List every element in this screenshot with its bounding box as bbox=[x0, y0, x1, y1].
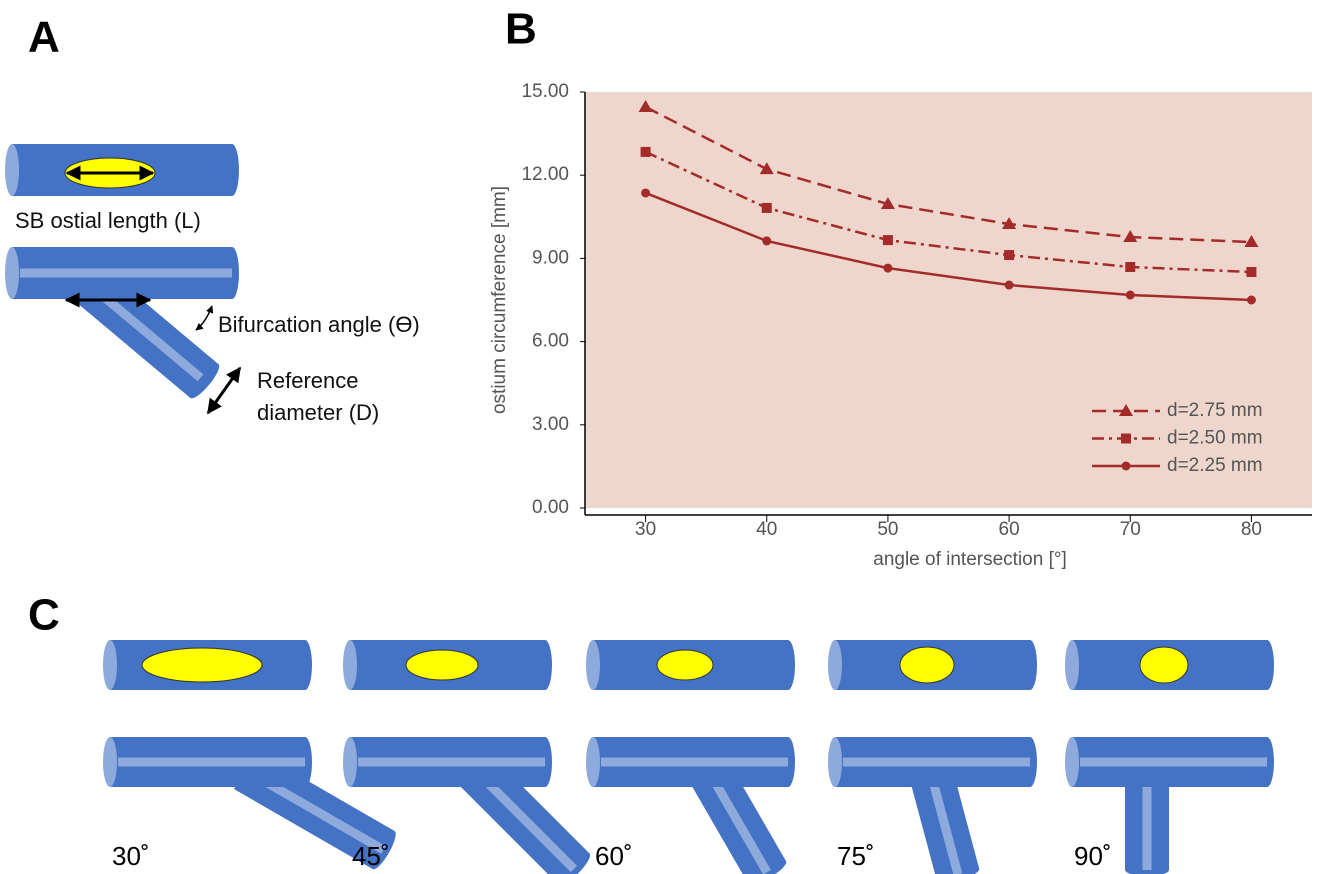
y-tick-label: 6.00 bbox=[532, 331, 569, 352]
arrow bbox=[195, 305, 214, 331]
legend-label: d=2.75 mm bbox=[1167, 400, 1263, 421]
data-point bbox=[1246, 295, 1256, 305]
legend-marker bbox=[1121, 461, 1131, 471]
data-point bbox=[762, 236, 772, 246]
vessel-highlight bbox=[925, 768, 963, 874]
vessel-drawings: 30˚ 45˚ 60˚ 75˚ 90˚ bbox=[5, 144, 1274, 874]
legend-marker bbox=[1121, 433, 1131, 444]
vessel-end bbox=[538, 640, 552, 690]
angle-label: 60˚ bbox=[595, 841, 633, 871]
y-tick-label: 12.00 bbox=[521, 164, 569, 185]
vessel-opening bbox=[586, 737, 600, 787]
data-point bbox=[1123, 230, 1138, 243]
vessel-opening bbox=[828, 737, 842, 787]
angle-label: 30˚ bbox=[112, 841, 150, 871]
data-point bbox=[1125, 290, 1135, 300]
y-tick-label: 0.00 bbox=[532, 497, 569, 518]
data-point bbox=[1002, 217, 1017, 230]
y-tick-label: 15.00 bbox=[521, 81, 569, 102]
panel-label: C bbox=[28, 591, 60, 640]
plot-background bbox=[585, 92, 1312, 508]
legend-label: d=2.50 mm bbox=[1167, 428, 1263, 449]
annotation: Bifurcation angle (ϴ) bbox=[218, 312, 420, 337]
data-point bbox=[638, 99, 653, 112]
angle-label: 45˚ bbox=[352, 841, 390, 871]
vessel-opening bbox=[5, 247, 19, 299]
vessel-opening bbox=[828, 640, 842, 690]
data-point bbox=[1246, 266, 1257, 277]
vessel-opening bbox=[343, 737, 357, 787]
vessel-opening bbox=[586, 640, 600, 690]
vessel-opening bbox=[343, 640, 357, 690]
vessel-end bbox=[225, 144, 239, 196]
data-point bbox=[759, 162, 774, 175]
panel-label: A bbox=[28, 13, 60, 62]
data-point bbox=[640, 146, 651, 157]
x-tick-label: 70 bbox=[1120, 519, 1141, 540]
vessel-opening bbox=[1065, 640, 1079, 690]
data-point bbox=[880, 197, 895, 210]
panel-label: B bbox=[505, 5, 537, 54]
x-tick-label: 80 bbox=[1241, 519, 1262, 540]
vessel-opening bbox=[5, 144, 19, 196]
x-tick-label: 40 bbox=[756, 519, 777, 540]
annotation: SB ostial length (L) bbox=[15, 208, 201, 233]
side-branch bbox=[908, 764, 980, 874]
annotation: diameter (D) bbox=[257, 400, 379, 425]
vessel-end bbox=[298, 640, 312, 690]
arrow bbox=[206, 366, 242, 415]
vessel-highlight bbox=[704, 767, 771, 874]
angle-label: 90˚ bbox=[1074, 841, 1112, 871]
y-tick-label: 3.00 bbox=[532, 414, 569, 435]
data-point bbox=[1125, 261, 1136, 272]
ostium bbox=[405, 649, 479, 681]
vessel-opening bbox=[103, 640, 117, 690]
data-point bbox=[1244, 235, 1259, 248]
series-line bbox=[645, 105, 1252, 244]
series-line bbox=[645, 150, 1252, 274]
data-point bbox=[641, 188, 651, 198]
vessel-end bbox=[1023, 640, 1037, 690]
y-tick-label: 9.00 bbox=[532, 247, 569, 268]
vessel-opening bbox=[1065, 737, 1079, 787]
vessel-end bbox=[781, 640, 795, 690]
data-point bbox=[1004, 250, 1015, 261]
legend-label: d=2.25 mm bbox=[1167, 455, 1263, 476]
ostium bbox=[1139, 646, 1189, 684]
series-line bbox=[645, 191, 1252, 302]
x-tick-label: 30 bbox=[635, 519, 656, 540]
y-axis-label: ostium circumference [mm] bbox=[489, 186, 510, 414]
annotation: Reference bbox=[257, 368, 359, 393]
ostium bbox=[899, 646, 955, 684]
data-point bbox=[882, 235, 893, 246]
data-point bbox=[761, 202, 772, 213]
x-tick-label: 60 bbox=[999, 519, 1020, 540]
angle-label: 75˚ bbox=[837, 841, 875, 871]
side-branch bbox=[688, 759, 787, 874]
legend-marker bbox=[1119, 404, 1133, 416]
vessel-opening bbox=[103, 737, 117, 787]
ostium bbox=[141, 647, 263, 683]
x-tick-label: 50 bbox=[877, 519, 898, 540]
vessel-end bbox=[1260, 640, 1274, 690]
data-point bbox=[1004, 280, 1014, 290]
data-point bbox=[883, 263, 893, 273]
x-axis-label: angle of intersection [°] bbox=[873, 549, 1067, 570]
ostium bbox=[656, 649, 714, 681]
vessel-end bbox=[936, 866, 980, 874]
chart: angle of intersection [°] ostium circumf… bbox=[489, 81, 1312, 570]
